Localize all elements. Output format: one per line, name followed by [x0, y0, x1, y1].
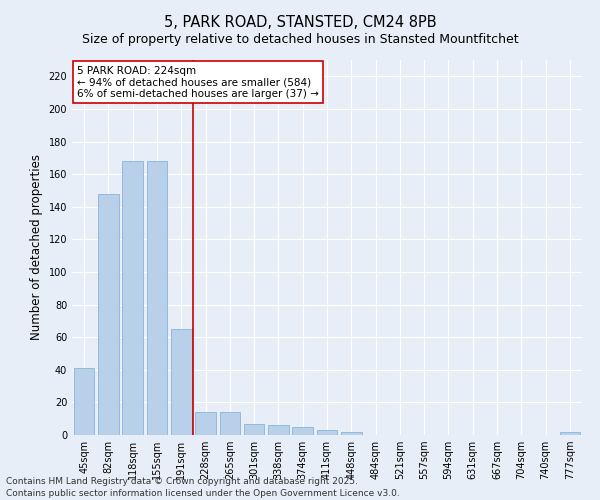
Text: Size of property relative to detached houses in Stansted Mountfitchet: Size of property relative to detached ho…: [82, 32, 518, 46]
Text: 5, PARK ROAD, STANSTED, CM24 8PB: 5, PARK ROAD, STANSTED, CM24 8PB: [164, 15, 436, 30]
Bar: [195, 412, 216, 435]
Bar: [341, 432, 362, 435]
Y-axis label: Number of detached properties: Number of detached properties: [30, 154, 43, 340]
Bar: [122, 161, 143, 435]
Bar: [146, 161, 167, 435]
Bar: [171, 329, 191, 435]
Bar: [317, 430, 337, 435]
Bar: [560, 432, 580, 435]
Bar: [268, 425, 289, 435]
Text: Contains HM Land Registry data © Crown copyright and database right 2025.
Contai: Contains HM Land Registry data © Crown c…: [6, 476, 400, 498]
Bar: [74, 368, 94, 435]
Bar: [98, 194, 119, 435]
Bar: [220, 412, 240, 435]
Bar: [292, 427, 313, 435]
Text: 5 PARK ROAD: 224sqm
← 94% of detached houses are smaller (584)
6% of semi-detach: 5 PARK ROAD: 224sqm ← 94% of detached ho…: [77, 66, 319, 99]
Bar: [244, 424, 265, 435]
